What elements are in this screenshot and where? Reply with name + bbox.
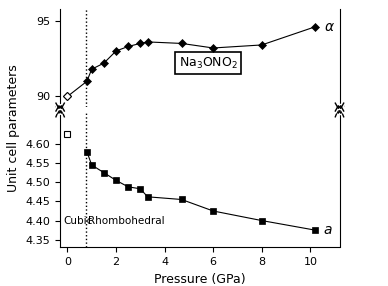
Text: $\alpha$: $\alpha$ — [324, 20, 335, 34]
Text: Na$_3$ONO$_2$: Na$_3$ONO$_2$ — [179, 55, 238, 71]
Text: Cubic: Cubic — [63, 217, 92, 227]
Text: Unit cell parameters: Unit cell parameters — [7, 64, 20, 192]
X-axis label: Pressure (GPa): Pressure (GPa) — [154, 273, 246, 286]
Text: a: a — [324, 223, 332, 237]
Text: Rhombohedral: Rhombohedral — [88, 217, 165, 227]
